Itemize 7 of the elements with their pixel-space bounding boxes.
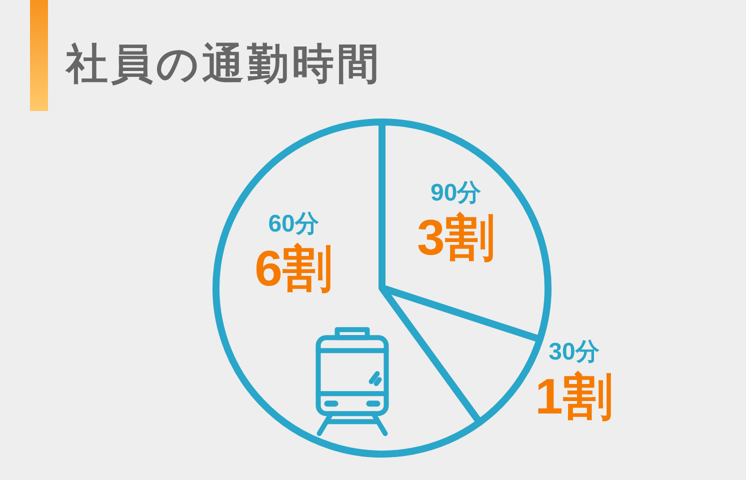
data-label: 3割 — [416, 209, 495, 266]
slice-label: 30分 — [548, 338, 600, 366]
slice-label: 60分 — [268, 210, 320, 238]
data-label: 6割 — [254, 240, 332, 296]
data-label: 1割 — [535, 368, 613, 425]
chart-title: 社員の通勤時間 — [64, 40, 382, 87]
slice-label: 90分 — [430, 179, 482, 206]
